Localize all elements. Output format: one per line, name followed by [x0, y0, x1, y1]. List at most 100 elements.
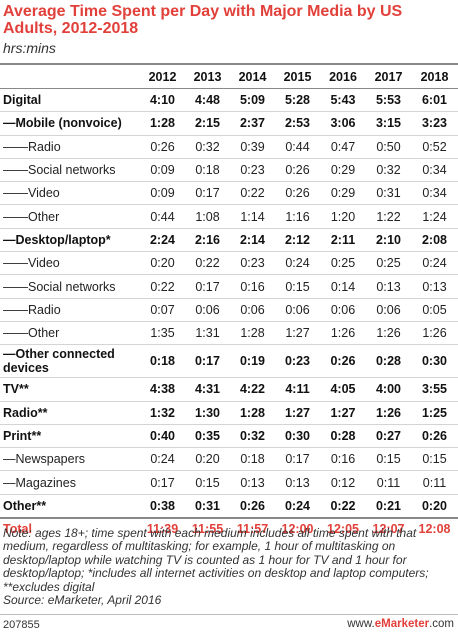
table-row: ——Video 0:09 0:17 0:22 0:26 0:29 0:31 0:34 [0, 181, 458, 206]
cell-value: 0:20 [185, 447, 230, 472]
cell-value: 11:57 [236, 522, 269, 537]
table-row: —Other connected devices 0:18 0:17 0:19 0:23… [0, 344, 458, 379]
footer-bar: 207855 www.eMarketer.com [0, 614, 458, 634]
cell-value: 0:31 [366, 181, 411, 206]
cell-value: 0:26 [320, 344, 366, 379]
column-header-year: 2013 [185, 66, 230, 89]
cell-value: 2:37 [230, 111, 275, 136]
cell-value: 1:31 [185, 321, 230, 346]
cell-value: 12:07 [372, 522, 405, 537]
column-header-year: 2015 [275, 66, 320, 89]
cell-value: 0:24 [275, 251, 320, 276]
table-row: Radio** 1:32 1:30 1:28 1:27 1:27 1:26 1:25 [0, 401, 458, 425]
cell-value: 4:11 [275, 377, 320, 402]
table-row: TV** 4:38 4:31 4:22 4:11 4:05 4:00 3:55 [0, 377, 458, 402]
row-label: TV** [0, 377, 140, 402]
cell-value: 0:18 [185, 158, 230, 183]
cell-value: 0:44 [140, 204, 185, 229]
cell-value: 0:17 [185, 181, 230, 206]
total-rule [0, 517, 458, 519]
cell-value: 0:39 [230, 135, 275, 159]
row-label: ——Other [0, 204, 140, 229]
cell-value: 2:14 [230, 228, 275, 253]
cell-value: 0:47 [320, 135, 366, 159]
cell-value: 3:06 [320, 111, 366, 136]
cell-value: 1:22 [366, 204, 411, 229]
cell-value: 5:28 [275, 88, 320, 113]
cell-value: 2:16 [185, 228, 230, 253]
row-label: Total [3, 522, 32, 537]
cell-value: 1:26 [320, 321, 366, 346]
table-row: Digital 4:10 4:48 5:09 5:28 5:43 5:53 6:01 [0, 88, 458, 113]
cell-value: 1:28 [230, 401, 275, 425]
cell-value: 0:15 [366, 447, 411, 472]
cell-value: 0:11 [366, 470, 411, 495]
cell-value: 1:27 [320, 401, 366, 425]
cell-value: 1:27 [275, 401, 320, 425]
cell-value: 4:10 [140, 88, 185, 113]
chart-subtitle: hrs:mins [3, 40, 56, 56]
cell-value: 3:15 [366, 111, 411, 136]
cell-value: 0:26 [140, 135, 185, 159]
cell-value: 0:06 [185, 298, 230, 322]
cell-value: 4:48 [185, 88, 230, 113]
cell-value: 0:15 [411, 447, 458, 472]
cell-value: 0:27 [366, 424, 411, 449]
cell-value: 0:29 [320, 181, 366, 206]
cell-value: 0:31 [185, 494, 230, 519]
table-row: ——Radio 0:07 0:06 0:06 0:06 0:06 0:06 0:05 [0, 298, 458, 322]
table-row: Other** 0:38 0:31 0:26 0:24 0:22 0:21 0:20 [0, 494, 458, 519]
cell-value: 0:28 [320, 424, 366, 449]
cell-value: 0:25 [320, 251, 366, 276]
table-body: Digital 4:10 4:48 5:09 5:28 5:43 5:53 6:01 —Mobi… [0, 88, 458, 541]
cell-value: 12:00 [281, 522, 314, 537]
cell-value: 0:23 [275, 344, 320, 379]
cell-value: 0:07 [140, 298, 185, 322]
cell-value: 0:06 [366, 298, 411, 322]
cell-value: 0:15 [275, 274, 320, 299]
cell-value: 5:53 [366, 88, 411, 113]
site-brand: eMarketer [374, 618, 430, 630]
cell-value: 1:14 [230, 204, 275, 229]
cell-value: 2:11 [320, 228, 366, 253]
cell-value: 0:09 [140, 158, 185, 183]
cell-value: 3:55 [411, 377, 458, 402]
table-row: —Newspapers 0:24 0:20 0:18 0:17 0:16 0:15 0:15 [0, 447, 458, 472]
cell-value: 4:38 [140, 377, 185, 402]
cell-value: 0:34 [411, 158, 458, 183]
cell-value: 2:08 [411, 228, 458, 253]
cell-value: 0:32 [185, 135, 230, 159]
cell-value: 0:32 [230, 424, 275, 449]
table-row: —Magazines 0:17 0:15 0:13 0:13 0:12 0:11 0:11 [0, 470, 458, 495]
cell-value: 0:06 [320, 298, 366, 322]
row-label: Print** [0, 424, 140, 449]
table-row: ——Social networks 0:22 0:17 0:16 0:15 0:14 0:1… [0, 274, 458, 299]
cell-value: 0:38 [140, 494, 185, 519]
cell-value: 1:08 [185, 204, 230, 229]
cell-value: 0:17 [185, 344, 230, 379]
cell-value: 12:08 [418, 522, 451, 537]
cell-value: 0:12 [320, 470, 366, 495]
cell-value: 0:26 [275, 158, 320, 183]
row-label: ——Video [0, 251, 140, 276]
column-header-year: 2012 [140, 66, 185, 89]
row-label: ——Other [0, 321, 140, 346]
row-label: —Desktop/laptop* [0, 228, 140, 253]
cell-value: 4:22 [230, 377, 275, 402]
cell-value: 1:35 [140, 321, 185, 346]
cell-value: 1:26 [366, 401, 411, 425]
cell-value: 2:10 [366, 228, 411, 253]
cell-value: 4:05 [320, 377, 366, 402]
cell-value: 0:11 [411, 470, 458, 495]
table-row: Print** 0:40 0:35 0:32 0:30 0:28 0:27 0:26 [0, 424, 458, 449]
column-header-year: 2014 [230, 66, 275, 89]
row-label: ——Social networks [0, 158, 140, 183]
site-link[interactable]: www.eMarketer.com [347, 618, 454, 630]
cell-value: 2:24 [140, 228, 185, 253]
column-header-year: 2018 [411, 66, 458, 89]
cell-value: 0:32 [366, 158, 411, 183]
row-label: ——Social networks [0, 274, 140, 299]
cell-value: 0:20 [140, 251, 185, 276]
cell-value: 5:43 [320, 88, 366, 113]
cell-value: 0:22 [320, 494, 366, 519]
